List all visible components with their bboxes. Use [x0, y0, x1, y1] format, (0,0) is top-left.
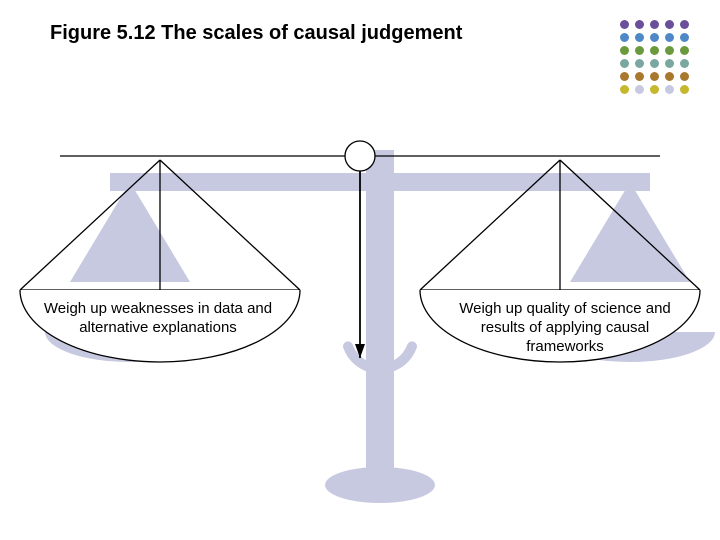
shadow-hanger: [570, 182, 690, 282]
shadow-post: [366, 150, 394, 480]
shadow-hanger: [70, 182, 190, 282]
pivot: [345, 141, 375, 171]
left-pan-label: Weigh up weaknesses in data and alternat…: [28, 300, 288, 338]
scales-diagram: [0, 0, 720, 540]
right-pan-label: Weigh up quality of science and results …: [440, 300, 690, 356]
